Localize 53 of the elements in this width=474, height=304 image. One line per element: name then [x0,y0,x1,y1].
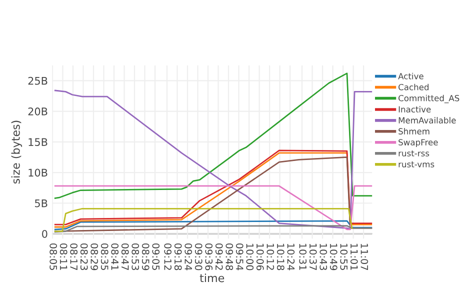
x-tick-label: 08:05 [50,243,58,270]
x-tick-label: 08:41 [111,243,119,270]
line-series [54,72,372,199]
y-tick-label: 15B [28,138,48,146]
x-tick-label: 10:43 [320,244,328,270]
x-tick-label: 11:07 [360,244,368,270]
x-tick-label: 08:23 [80,243,88,270]
legend-label: Shmem [398,128,430,134]
x-tick-label: 10:37 [309,244,317,270]
x-tick-label: 10:06 [256,244,264,270]
x-tick-label: 08:29 [90,243,98,270]
y-tick-label: 25B [28,76,48,85]
y-tick-label: 5B [35,199,48,208]
x-tick-label: 10:55 [340,244,348,270]
x-tick-label: 09:24 [184,243,192,270]
x-tick-label: 09:05 [152,243,160,270]
legend-label: SwapFree [398,139,438,148]
legend-label: rust-vms [398,161,434,168]
x-tick-label: 09:18 [174,243,182,270]
x-tick-label: 10:12 [266,244,274,270]
line-series [54,220,372,230]
legend-label: Cached [398,84,429,90]
x-tick-label: 08:59 [142,243,150,270]
y-tick-label: 10B [28,168,48,177]
x-tick-label: 08:35 [100,243,108,270]
legend-label: Committed_AS [398,94,460,104]
line-series [54,90,372,230]
x-tick-label: 10:31 [299,244,307,270]
line-series [54,208,353,232]
x-tick-label: 08:47 [121,243,129,270]
legend-label: Inactive [398,106,431,112]
x-tick-label: 10:49 [330,244,338,270]
legend-label: Active [398,72,424,80]
x-tick-label: 10:18 [276,244,284,270]
x-tick-label: 09:12 [164,243,172,270]
x-tick-label: 09:36 [205,243,213,270]
x-axis-title: time [200,274,224,282]
x-tick-label: 08:17 [70,243,78,270]
y-axis-title: size (bytes) [11,120,22,184]
legend-label: rust-rss [398,150,430,156]
x-tick-label: 09:48 [226,243,234,270]
x-tick-label: 10:00 [246,244,254,270]
x-tick-label: 09:30 [194,243,202,270]
legend-label: MemAvailable [398,117,456,124]
line-series [54,225,372,233]
x-tick-label: 10:24 [287,244,295,270]
x-tick-label: 08:53 [132,243,140,270]
x-tick-label: 09:54 [236,243,244,270]
x-tick-label: 09:42 [215,243,223,270]
x-tick-label: 11:01 [350,244,358,270]
x-tick-label: 08:11 [60,243,68,270]
y-tick-label: 0 [42,230,48,238]
y-tick-label: 20B [28,108,48,116]
